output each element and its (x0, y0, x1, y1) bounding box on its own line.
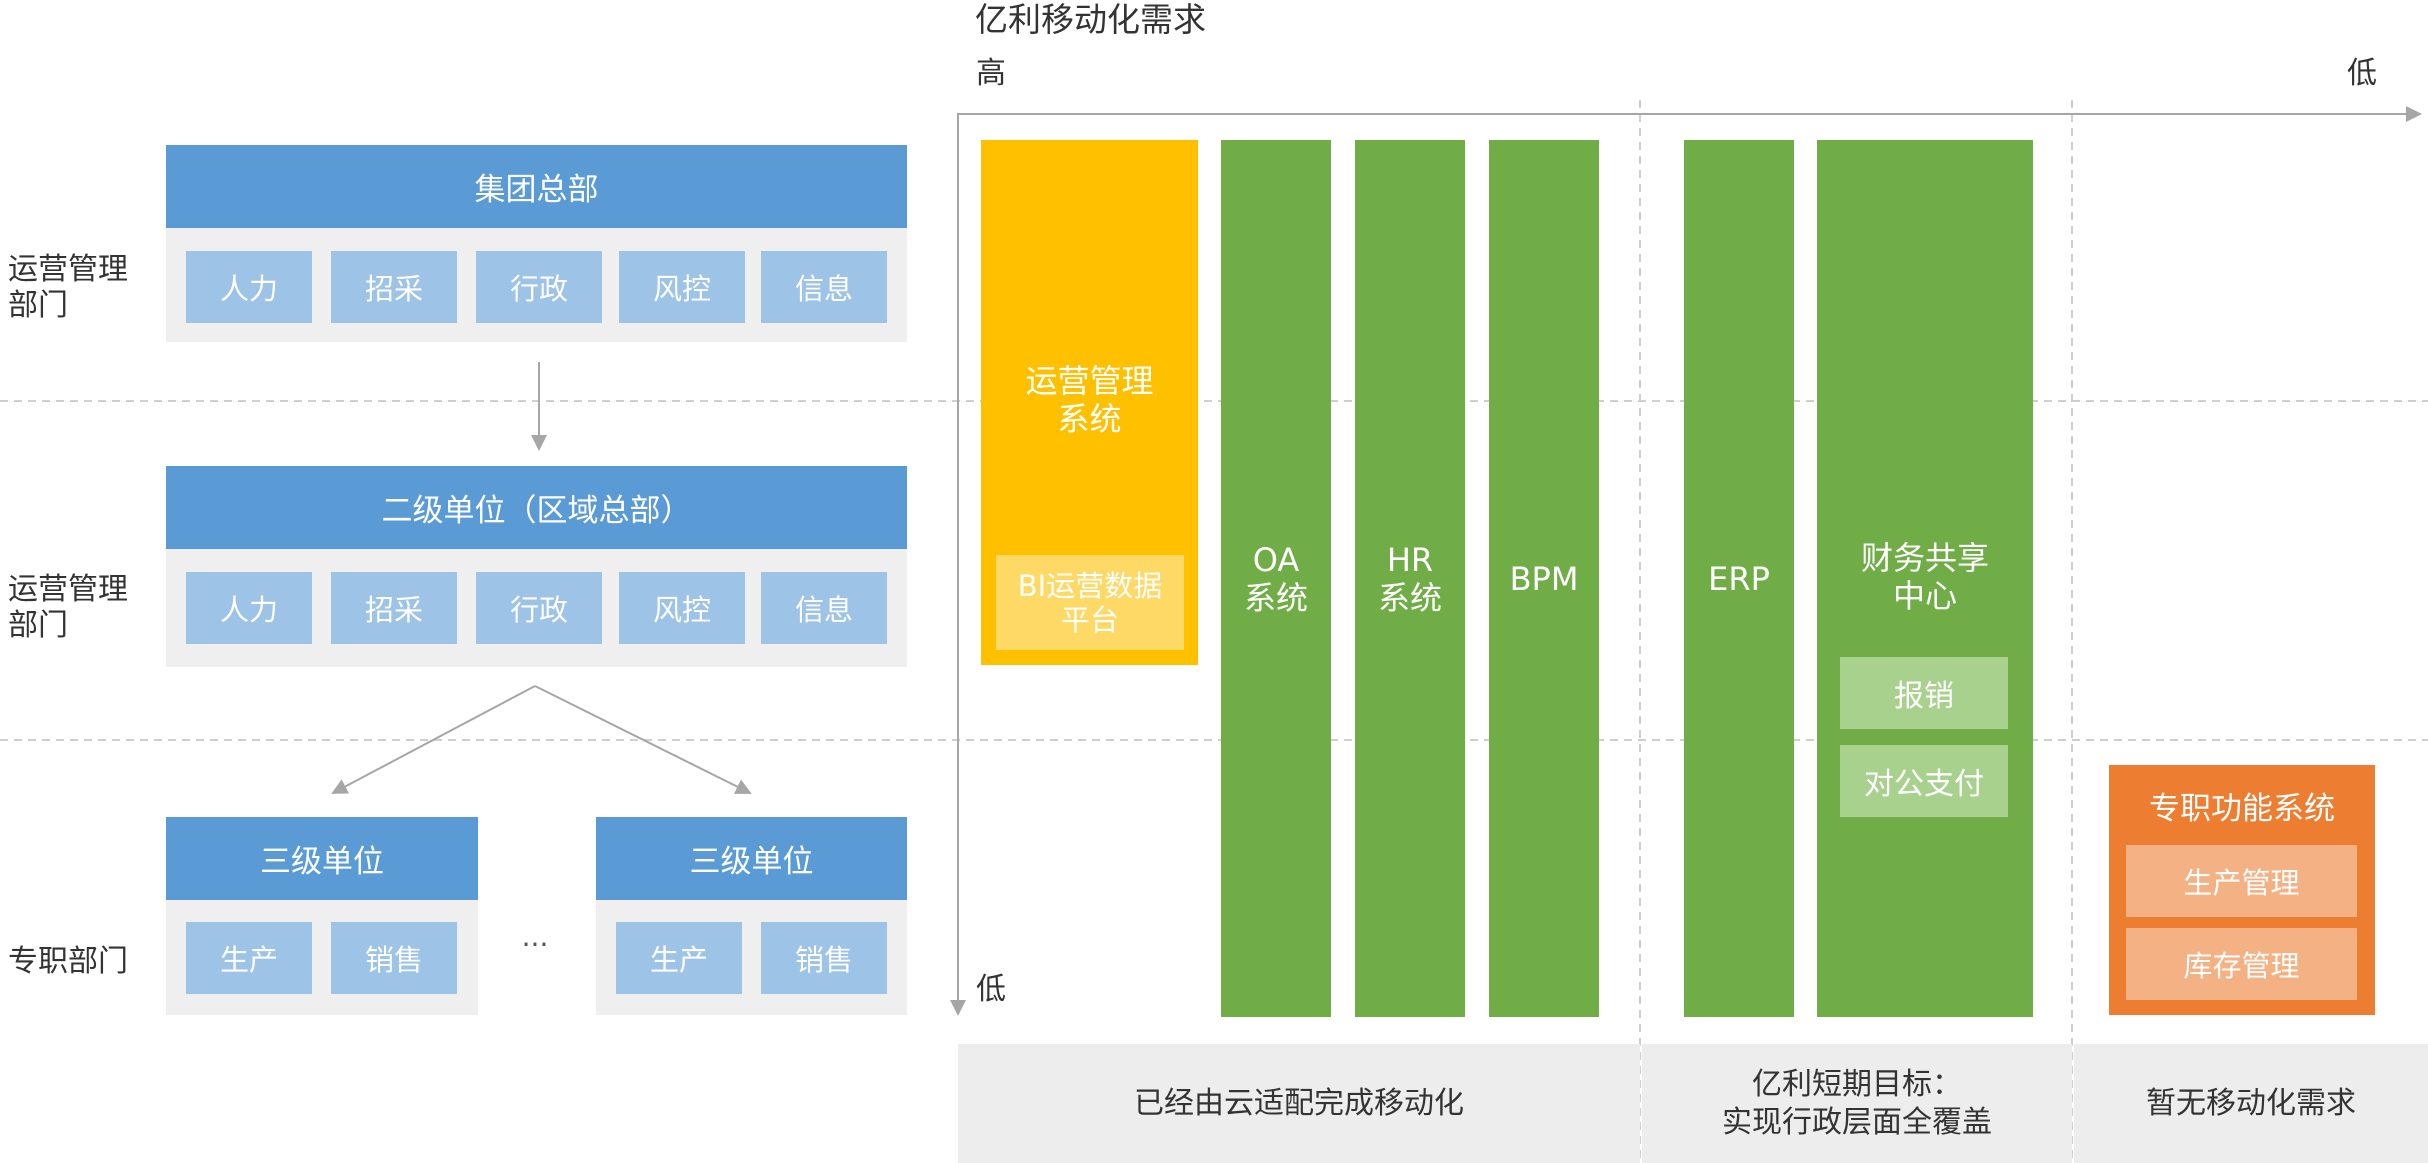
bottom-done-label: 已经由云适配完成移动化 (958, 1044, 1640, 1163)
level3-ellipsis: ... (521, 919, 549, 953)
side-label-ops-2: 运营管理 部门 (8, 572, 128, 643)
oa-system-column: OA 系统 (1221, 140, 1331, 1017)
bottom-target-label: 亿利短期目标： 实现行政层面全覆盖 (1642, 1044, 2072, 1163)
hq-cell-info: 信息 (761, 251, 887, 323)
axis-low-bottom-label: 低 (976, 972, 1006, 1007)
level3-left-cell-sales: 销售 (331, 922, 457, 994)
level3-right-cell-sales: 销售 (761, 922, 887, 994)
level3-left-header: 三级单位 (166, 817, 478, 900)
level2-cell-procurement: 招采 (331, 572, 457, 644)
level3-right-header: 三级单位 (596, 817, 907, 900)
finance-reimbursement: 报销 (1840, 657, 2008, 729)
hq-cell-procurement: 招采 (331, 251, 457, 323)
special-inventory-mgmt: 库存管理 (2126, 928, 2357, 1000)
bpm-system-column: BPM (1489, 140, 1599, 1017)
side-label-ops-1: 运营管理 部门 (8, 252, 128, 323)
ops-system-title: 运营管理 系统 (1025, 362, 1154, 438)
special-system-title: 专职功能系统 (2149, 790, 2335, 827)
hq-cell-hr: 人力 (186, 251, 312, 323)
diagram-title: 亿利移动化需求 (975, 0, 1206, 39)
finance-corporate-payment: 对公支付 (1840, 745, 2008, 817)
arrow-level2-to-level3-left (331, 685, 536, 794)
bi-platform-box: BI运营数据 平台 (996, 555, 1184, 650)
hq-header: 集团总部 (166, 145, 907, 228)
bottom-none-label: 暂无移动化需求 (2074, 1044, 2428, 1163)
level2-header: 二级单位（区域总部） (166, 466, 907, 549)
level3-right-cell-production: 生产 (616, 922, 742, 994)
axis-high-label: 高 (976, 56, 1006, 91)
axis-low-right-label: 低 (2347, 56, 2377, 91)
level2-cell-hr: 人力 (186, 572, 312, 644)
level2-cell-admin: 行政 (476, 572, 602, 644)
finance-center-column (1817, 140, 2033, 1017)
side-label-special: 专职部门 (8, 944, 128, 979)
level3-left-cell-production: 生产 (186, 922, 312, 994)
level2-cell-risk: 风控 (619, 572, 745, 644)
hr-system-column: HR 系统 (1355, 140, 1465, 1017)
special-production-mgmt: 生产管理 (2126, 845, 2357, 917)
erp-system-column: ERP (1684, 140, 1794, 1017)
finance-center-title: 财务共享 中心 (1860, 539, 1989, 615)
arrow-level2-to-level3-right (534, 685, 752, 794)
hq-cell-risk: 风控 (619, 251, 745, 323)
hq-cell-admin: 行政 (476, 251, 602, 323)
level2-cell-info: 信息 (761, 572, 887, 644)
